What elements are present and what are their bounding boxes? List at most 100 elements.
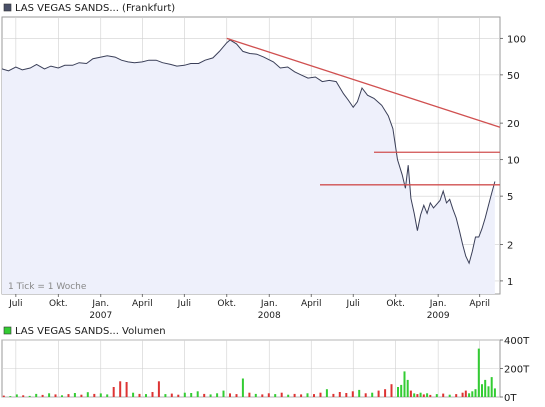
volume-bar [442, 393, 445, 397]
price-y-tick-label: 10 [507, 156, 520, 167]
volume-bar [481, 384, 483, 397]
price-chart-title: LAS VEGAS SANDS... (Frankfurt) [15, 3, 175, 14]
volume-bar [493, 388, 496, 397]
volume-bar [471, 391, 474, 397]
volume-bar [35, 393, 38, 397]
price-x-axis: Juli Okt. Jan. 2007 April Juli Okt. Jan. 2008 Apr… [8, 294, 490, 321]
volume-bar [390, 384, 393, 397]
volume-bar [409, 390, 412, 397]
price-x-tick-label: Okt. [217, 299, 236, 309]
volume-bar [86, 392, 89, 397]
volume-bar [229, 393, 231, 397]
price-area-fill [2, 40, 495, 294]
volume-bar [138, 393, 141, 397]
volume-bar [377, 390, 380, 397]
price-x-tick-label: Okt. [49, 299, 68, 309]
volume-bar [416, 394, 419, 397]
volume-bar [54, 394, 57, 397]
volume-y-axis: 0T 200T 400T [500, 336, 530, 404]
volume-bar [468, 393, 471, 397]
volume-bar [112, 387, 115, 397]
volume-bar [313, 394, 315, 397]
price-x-tick-label: Jan. [429, 299, 447, 309]
volume-bar [254, 393, 257, 397]
volume-bar [371, 392, 374, 397]
price-x-tick-label: Juli [8, 299, 22, 309]
price-x-tick-label: April [469, 299, 490, 309]
volume-legend-swatch [3, 326, 12, 335]
price-y-tick-label: 50 [507, 71, 520, 82]
price-legend-swatch [3, 3, 12, 12]
price-x-year-label: 2007 [89, 311, 112, 321]
volume-bar [325, 389, 328, 397]
volume-bar [48, 393, 51, 397]
volume-bar [332, 393, 335, 397]
price-x-year-label: 2009 [427, 311, 450, 321]
volume-y-tick-label: 400T [504, 336, 530, 347]
volume-chart-title: LAS VEGAS SANDS... Volumen [15, 326, 166, 337]
volume-bar [157, 381, 160, 397]
volume-bar [448, 394, 451, 397]
volume-bar [338, 392, 341, 397]
volume-bar [490, 377, 493, 397]
volume-bar [73, 393, 76, 397]
volume-bar [474, 389, 477, 397]
volume-bar [487, 386, 490, 397]
volume-bar [99, 393, 102, 397]
volume-bar [413, 393, 416, 397]
price-y-tick-label: 1 [507, 277, 513, 288]
volume-bar [164, 394, 167, 397]
volume-bar [403, 371, 406, 397]
volume-bar [397, 387, 399, 397]
volume-bar [196, 391, 199, 397]
volume-bar [106, 394, 109, 397]
volume-bar [319, 392, 322, 397]
price-x-tick-label: April [301, 299, 322, 309]
volume-bar [216, 393, 219, 397]
volume-bar [177, 394, 180, 397]
volume-bar [61, 395, 63, 397]
volume-bar [145, 394, 147, 397]
volume-bar [248, 392, 251, 397]
volume-bar [261, 394, 264, 397]
volume-bar [67, 394, 70, 397]
volume-y-tick-label: 200T [504, 365, 530, 376]
volume-bar [125, 382, 128, 397]
volume-bar [2, 395, 5, 397]
volume-bar [351, 391, 354, 397]
volume-bar [429, 394, 432, 397]
volume-bar [364, 393, 367, 397]
volume-bar [41, 394, 44, 397]
price-line [1, 39, 496, 265]
price-x-tick-label: April [132, 299, 153, 309]
volume-bar [419, 392, 422, 397]
volume-bar [241, 378, 244, 397]
volume-bar [306, 393, 309, 397]
volume-bar [477, 348, 480, 397]
volume-bar [455, 394, 458, 397]
volume-bar [422, 394, 425, 397]
volume-bar [280, 392, 283, 397]
volume-bar [406, 379, 409, 397]
volume-bar [151, 392, 154, 397]
price-y-tick-label: 5 [507, 192, 513, 203]
volume-bar [426, 393, 429, 397]
price-x-year-label: 2008 [258, 311, 281, 321]
price-x-tick-label: Juli [177, 299, 191, 309]
volume-bar [435, 394, 438, 397]
volume-bar [484, 379, 487, 397]
trend-line [226, 37, 501, 128]
volume-bar [293, 393, 296, 397]
volume-bar [170, 393, 173, 397]
price-y-tick-label: 2 [507, 240, 513, 251]
volume-bar [22, 395, 25, 397]
volume-bar [203, 393, 206, 397]
volume-bar [209, 394, 212, 397]
volume-bar [9, 396, 12, 397]
volume-grid [2, 339, 500, 398]
volume-bar [345, 393, 348, 397]
volume-bars [2, 348, 496, 397]
volume-bar [190, 393, 193, 397]
volume-bar [274, 394, 277, 397]
